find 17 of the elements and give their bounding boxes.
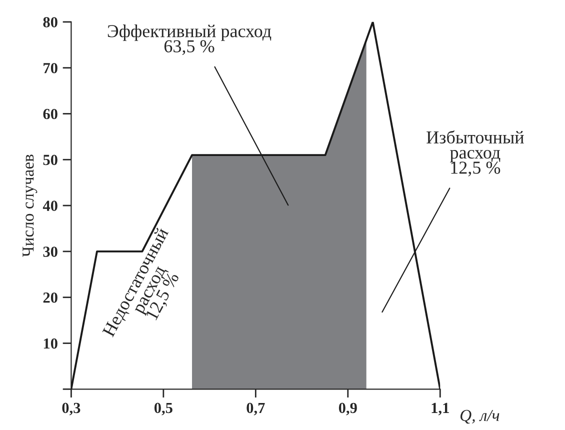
y-axis-title: Число случаев [22,154,38,257]
y-tick-label: 70 [44,62,58,74]
y-tick-label: 20 [43,292,58,303]
y-tick-label: 60 [43,108,58,120]
annotation: Избыточный расход 12,5 % [426,130,524,176]
y-tick-label: 80 [43,17,58,28]
x-tick-label: 1,1 [432,402,449,416]
y-tick-label: 40 [42,200,58,211]
x-axis-title: Q, л/ч [460,410,500,424]
x-tick-label: 0,5 [154,402,172,416]
x-tick-label: 0,9 [338,402,357,416]
x-tick-label: 0,3 [62,402,80,416]
x-tick-label: 0,7 [246,402,265,416]
annotation: Эффективный расход 63,5 % [108,24,272,55]
y-tick-label: 10 [44,338,58,349]
y-tick-label: 30 [43,246,58,257]
y-tick-label: 50 [43,154,58,166]
